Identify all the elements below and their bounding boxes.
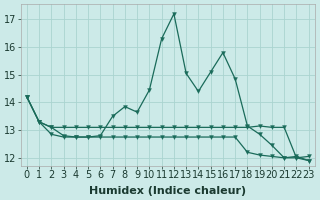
X-axis label: Humidex (Indice chaleur): Humidex (Indice chaleur): [89, 186, 246, 196]
